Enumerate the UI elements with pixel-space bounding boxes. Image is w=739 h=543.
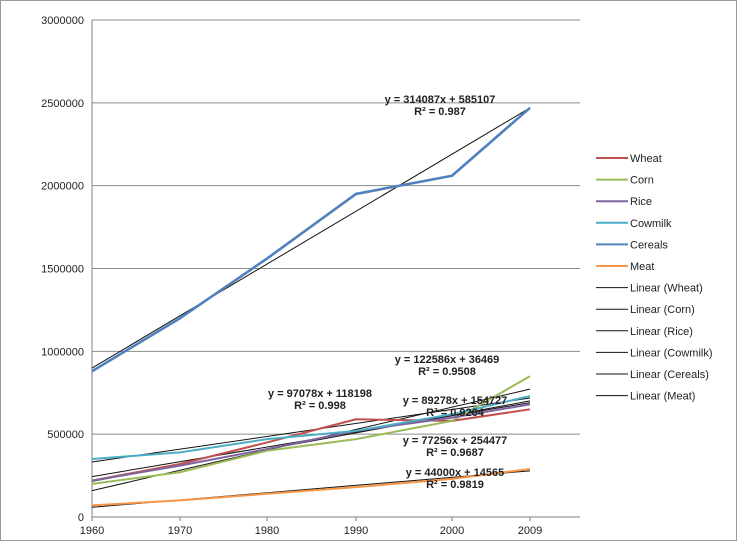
x-tick-label: 1970 bbox=[168, 525, 192, 537]
legend-label: Linear (Cereals) bbox=[630, 369, 709, 381]
equation-label: y = 44000x + 14565 bbox=[406, 467, 504, 479]
r-squared-label: R² = 0.998 bbox=[294, 400, 346, 412]
r-squared-label: R² = 0.9687 bbox=[426, 447, 484, 459]
series-line bbox=[91, 467, 531, 507]
legend-label: Linear (Meat) bbox=[630, 391, 695, 403]
legend-label: Linear (Rice) bbox=[630, 326, 693, 338]
y-tick-label: 500000 bbox=[47, 429, 84, 441]
y-tick-label: 2500000 bbox=[41, 98, 84, 110]
x-tick-label: 2000 bbox=[440, 525, 464, 537]
legend-label: Meat bbox=[630, 261, 654, 273]
series-line bbox=[91, 375, 531, 485]
legend-label: Linear (Cowmilk) bbox=[630, 347, 713, 359]
series-line bbox=[91, 408, 531, 482]
r-squared-label: R² = 0.987 bbox=[414, 106, 466, 118]
series-line bbox=[91, 395, 531, 461]
x-tick-label: 1980 bbox=[255, 525, 279, 537]
y-tick-label: 2000000 bbox=[41, 181, 84, 193]
r-squared-label: R² = 0.9819 bbox=[426, 479, 484, 491]
equation-label: y = 89278x + 154727 bbox=[403, 395, 508, 407]
legend-label: Linear (Wheat) bbox=[630, 283, 703, 295]
trendline bbox=[91, 107, 531, 369]
y-tick-label: 1500000 bbox=[41, 264, 84, 276]
legend-label: Linear (Corn) bbox=[630, 304, 695, 316]
y-tick-label: 0 bbox=[78, 512, 84, 524]
y-tick-label: 1000000 bbox=[41, 346, 84, 358]
x-tick-label: 2009 bbox=[518, 525, 542, 537]
r-squared-label: R² = 0.9264 bbox=[426, 407, 485, 419]
equation-label: y = 77256x + 254477 bbox=[403, 435, 508, 447]
equation-label: y = 122586x + 36469 bbox=[395, 354, 500, 366]
x-tick-label: 1990 bbox=[344, 525, 368, 537]
legend-label: Rice bbox=[630, 196, 652, 208]
r-squared-label: R² = 0.9508 bbox=[418, 366, 476, 378]
legend-label: Cereals bbox=[630, 239, 668, 251]
series-line bbox=[91, 106, 531, 373]
legend-label: Cowmilk bbox=[630, 218, 672, 230]
legend-label: Corn bbox=[630, 175, 654, 187]
legend-label: Wheat bbox=[630, 153, 662, 165]
equation-label: y = 97078x + 118198 bbox=[268, 388, 372, 400]
y-tick-label: 3000000 bbox=[41, 15, 84, 27]
equation-label: y = 314087x + 585107 bbox=[385, 94, 496, 106]
series-line bbox=[91, 403, 531, 482]
x-tick-label: 1960 bbox=[80, 525, 104, 537]
